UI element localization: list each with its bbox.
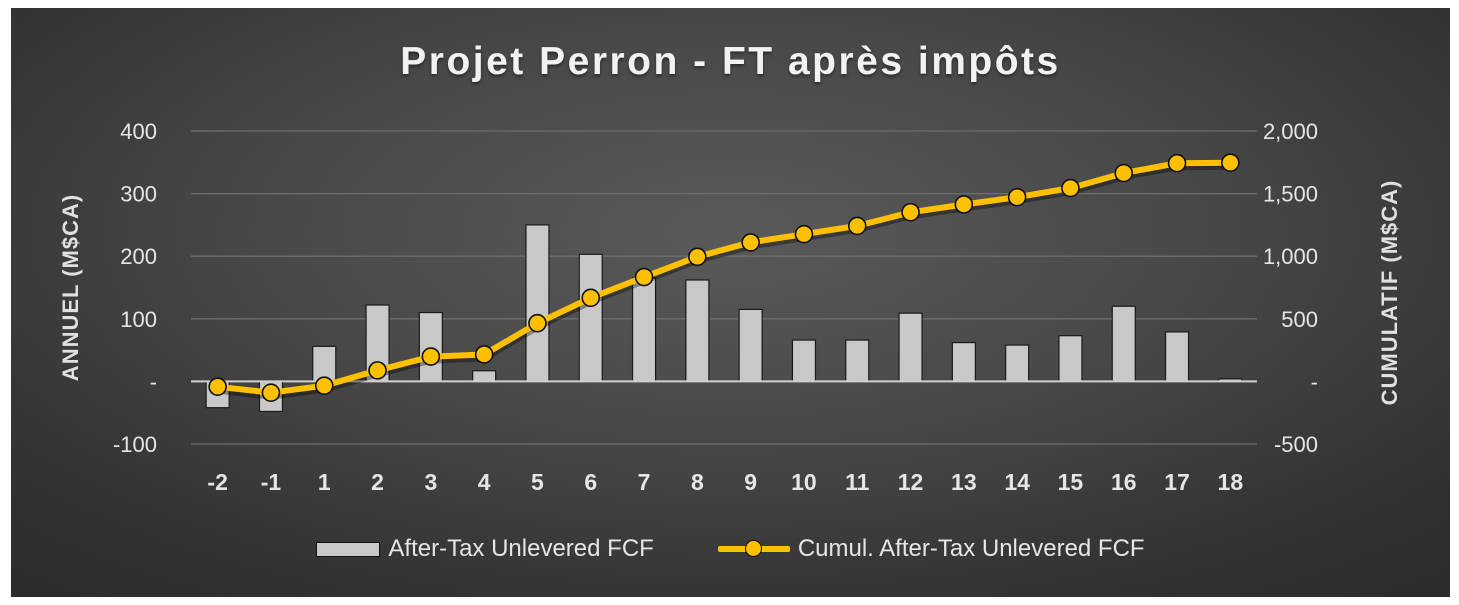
line-marker	[581, 288, 601, 308]
line-marker	[688, 247, 707, 267]
bar	[898, 312, 923, 382]
legend-line-label: Cumul. After-Tax Unlevered FCF	[797, 535, 1145, 562]
legend-item-line: Cumul. After-Tax Unlevered FCF	[717, 535, 1145, 563]
bar	[472, 370, 497, 382]
x-tick-label: 15	[1058, 469, 1084, 495]
x-tick-label: 3	[424, 469, 437, 495]
y-left-tick-label: 100	[120, 307, 157, 332]
line-marker	[794, 224, 814, 244]
y-right-tick-label: 1,000	[1263, 244, 1318, 269]
legend-item-bar: After-Tax Unlevered FCF	[316, 535, 654, 563]
line-marker	[1221, 153, 1240, 172]
bar	[578, 253, 603, 383]
x-tick-label: 8	[691, 469, 704, 495]
x-tick-label: 13	[951, 469, 977, 495]
y-left-axis-title: ANNUEL (M$CA)	[58, 194, 83, 381]
x-tick-label: 18	[1218, 469, 1244, 495]
line-marker	[474, 345, 494, 364]
x-tick-label: 1	[318, 469, 331, 495]
bar	[951, 341, 976, 383]
line-marker	[741, 233, 760, 252]
bar	[1164, 331, 1190, 383]
legend-bar-swatch	[316, 541, 381, 557]
chart-title: Projet Perron - FT après impôts	[400, 40, 1061, 83]
line-marker	[847, 216, 867, 236]
line-marker	[421, 347, 441, 366]
legend-line-swatch	[717, 538, 790, 560]
y-right-tick-label: 1,500	[1263, 182, 1318, 207]
line-marker	[1114, 163, 1134, 183]
x-tick-label: -2	[207, 469, 227, 495]
bar	[1111, 305, 1136, 383]
y-right-axis-title: CUMULATIF (M$CA)	[1377, 180, 1402, 406]
x-tick-label: 9	[744, 469, 757, 495]
line-marker	[901, 202, 920, 222]
bar	[791, 339, 817, 383]
y-right-tick-label: -500	[1274, 432, 1318, 457]
x-tick-label: 4	[478, 469, 491, 495]
bar	[1058, 335, 1083, 382]
x-tick-label: 17	[1164, 469, 1190, 495]
x-tick-label: 16	[1111, 469, 1137, 495]
x-tick-label: 7	[638, 469, 651, 495]
bar	[312, 345, 337, 382]
x-tick-label: 6	[584, 469, 597, 495]
y-left-tick-label: -	[150, 369, 157, 394]
line-marker	[368, 361, 387, 380]
legend-bar-label: After-Tax Unlevered FCF	[388, 535, 654, 562]
x-tick-label: 11	[845, 469, 870, 495]
legend: After-Tax Unlevered FCF Cumul. After-Tax…	[11, 529, 1450, 569]
y-right-tick-label: -	[1311, 369, 1318, 394]
x-tick-label: 14	[1004, 469, 1030, 495]
line-marker	[314, 376, 334, 395]
line-marker	[208, 377, 227, 396]
bar	[738, 308, 763, 383]
bar	[418, 311, 443, 383]
y-left-tick-label: 400	[120, 119, 157, 144]
bar	[845, 339, 870, 383]
bar	[685, 279, 710, 383]
line-marker	[528, 313, 547, 333]
chart-frame: Projet Perron - FT après impôts 400 300 20…	[11, 8, 1450, 597]
bar	[525, 224, 550, 382]
y-left-tick-label: -100	[113, 432, 157, 457]
bar	[1005, 344, 1030, 383]
y-right-tick-label: 2,000	[1263, 119, 1318, 144]
y-left-tick-label: 200	[120, 244, 157, 269]
line-marker	[1007, 187, 1027, 207]
y-right-tick-label: 500	[1281, 307, 1318, 332]
y-left-tick-label: 300	[120, 182, 157, 207]
line-marker	[261, 383, 281, 402]
x-tick-label: 10	[791, 469, 817, 495]
x-tick-label: 2	[371, 469, 384, 495]
line-marker	[1061, 178, 1080, 198]
line-marker	[1167, 153, 1187, 173]
x-tick-label: 12	[898, 469, 924, 495]
bar	[631, 277, 657, 382]
line-marker	[634, 267, 654, 287]
x-tick-label: -1	[261, 469, 282, 495]
x-tick-label: 5	[531, 469, 544, 495]
plot-area: 400 300 200 100 - -100 2,000 1,500 1,000 500 - -500…	[58, 119, 1402, 495]
line-marker	[954, 195, 974, 214]
